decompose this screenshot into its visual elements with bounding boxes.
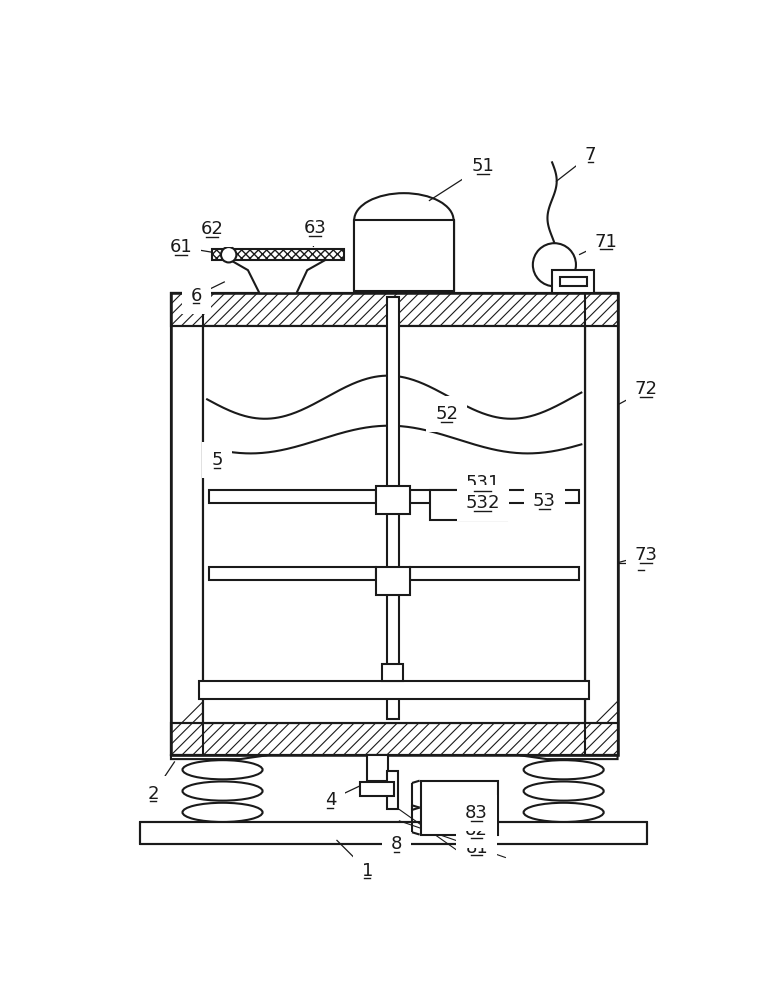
Ellipse shape (183, 803, 262, 822)
Text: 81: 81 (466, 839, 488, 857)
Text: 73: 73 (634, 546, 657, 564)
Bar (376, 486, 410, 514)
Text: 6: 6 (191, 287, 202, 305)
Bar (552, 270, 594, 293)
Bar (430, 490, 508, 520)
Text: 5: 5 (212, 451, 223, 469)
Bar (171, 293, 203, 755)
Text: 4: 4 (324, 791, 336, 809)
Text: 63: 63 (304, 219, 327, 237)
Bar (171, 293, 617, 326)
Polygon shape (212, 249, 344, 293)
Text: 3: 3 (635, 554, 647, 572)
Text: 53: 53 (533, 492, 556, 510)
Bar (387, 297, 399, 719)
Bar (171, 293, 203, 755)
Bar (382, 664, 403, 681)
Polygon shape (171, 755, 267, 759)
Text: 532: 532 (466, 494, 500, 512)
Ellipse shape (524, 803, 604, 822)
Text: 61: 61 (170, 238, 193, 256)
Bar (354, 220, 453, 291)
Bar (560, 277, 587, 286)
Circle shape (221, 247, 236, 262)
Polygon shape (520, 755, 617, 759)
Bar (171, 293, 617, 326)
Bar (171, 293, 617, 755)
Bar (171, 723, 617, 755)
Text: 83: 83 (466, 804, 488, 822)
Text: 7: 7 (585, 146, 597, 164)
Ellipse shape (524, 760, 604, 779)
Bar (171, 723, 617, 755)
Text: 82: 82 (466, 821, 488, 839)
Text: 62: 62 (200, 220, 223, 238)
Text: 52: 52 (435, 405, 458, 423)
Ellipse shape (524, 781, 604, 801)
Bar (209, 567, 376, 580)
Bar (140, 822, 647, 844)
Bar (585, 293, 617, 755)
Text: 1: 1 (361, 862, 373, 880)
Bar (421, 781, 499, 835)
Text: 71: 71 (594, 233, 617, 251)
Bar (410, 490, 579, 503)
Text: 72: 72 (634, 380, 657, 398)
Bar (410, 567, 579, 580)
Bar (360, 782, 394, 796)
Bar (585, 293, 617, 755)
Bar (209, 490, 376, 503)
Ellipse shape (183, 760, 262, 779)
Ellipse shape (183, 781, 262, 801)
Bar (376, 567, 410, 595)
Bar (199, 681, 589, 699)
Bar (367, 755, 388, 781)
Circle shape (533, 243, 576, 286)
Bar (203, 326, 585, 723)
Text: 2: 2 (147, 785, 159, 803)
Text: 531: 531 (466, 474, 500, 492)
Text: 8: 8 (391, 835, 402, 853)
Bar (387, 771, 398, 809)
Text: 51: 51 (472, 157, 494, 175)
Bar (212, 249, 344, 260)
